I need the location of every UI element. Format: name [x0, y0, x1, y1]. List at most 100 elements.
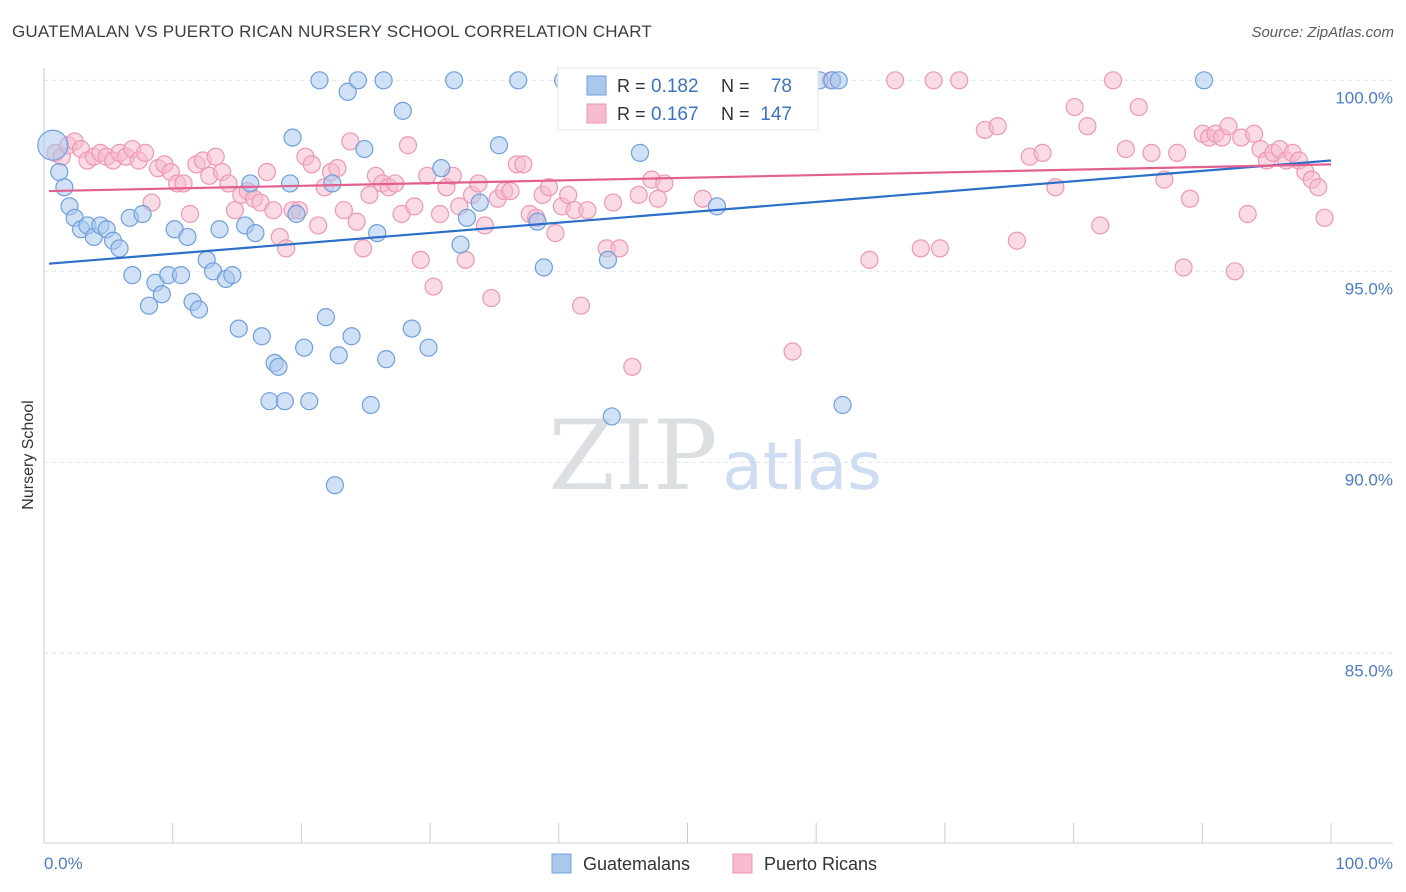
y-tick-label: 100.0%	[1335, 88, 1393, 107]
guatemalan-point	[707, 197, 727, 216]
puerto-rican-point	[482, 288, 501, 308]
puerto-rican-point	[648, 189, 668, 208]
puerto-rican-point	[559, 185, 578, 204]
guatemalan-point	[342, 327, 361, 346]
guatemalan-point	[432, 159, 451, 178]
guatemalan-point	[457, 208, 477, 227]
guatemalan-point	[445, 71, 464, 90]
puerto-rican-point	[1244, 124, 1264, 143]
puerto-rican-point	[411, 250, 430, 269]
guatemalan-point	[287, 204, 306, 224]
puerto-rican-point	[1225, 262, 1244, 281]
legend-bottom: Guatemalans Puerto Ricans	[551, 853, 877, 874]
puerto-rican-point	[1168, 143, 1187, 162]
puerto-rican-point	[501, 181, 520, 201]
guatemalan-point	[210, 220, 229, 239]
guatemalan-point	[598, 250, 618, 269]
guatemalan-point	[246, 224, 265, 243]
trend-lines	[48, 159, 1332, 265]
legend-r-label-2: R =	[617, 104, 646, 124]
puerto-rican-point	[988, 117, 1007, 136]
puerto-rican-point	[1180, 189, 1200, 208]
legend-bottom-swatch-puerto-ricans	[732, 853, 753, 874]
guatemalan-point	[300, 392, 319, 411]
puerto-rican-point	[886, 71, 905, 90]
guatemalan-point	[1194, 71, 1214, 90]
puerto-rican-point	[180, 204, 200, 224]
puerto-rican-point	[1142, 143, 1161, 162]
legend-bottom-label-guatemalans: Guatemalans	[583, 854, 690, 874]
guatemalan-point	[630, 143, 650, 162]
puerto-rican-point	[328, 159, 347, 178]
puerto-rican-point	[1091, 216, 1110, 235]
puerto-rican-point	[603, 193, 623, 212]
guatemalan-point	[310, 71, 329, 90]
puerto-rican-point	[1309, 178, 1328, 197]
guatemalan-point	[260, 392, 279, 411]
guatemalan-point	[241, 174, 260, 193]
guatemalan-point	[402, 319, 421, 338]
puerto-rican-trend-line	[48, 163, 1332, 193]
legend-bottom-swatch-guatemalans	[551, 853, 572, 874]
y-axis-label: Nursery School	[20, 400, 37, 509]
guatemalan-point	[833, 395, 852, 415]
puerto-rican-point	[475, 216, 494, 235]
guatemalan-point	[223, 266, 242, 285]
chart-source: Source: ZipAtlas.com	[1251, 24, 1394, 41]
guatemalan-point	[338, 82, 357, 101]
puerto-rican-point	[1065, 97, 1084, 117]
guatemalan-point	[269, 357, 288, 376]
puerto-rican-point	[1219, 117, 1238, 136]
guatemalan-point	[133, 204, 152, 224]
guatemalan-point	[451, 235, 470, 254]
legend-n-label-1: N =	[721, 76, 750, 96]
puerto-rican-point	[1129, 97, 1148, 117]
guatemalan-point	[393, 101, 412, 120]
guatemalan-point	[152, 285, 171, 304]
guatemalan-point	[123, 266, 142, 285]
puerto-rican-point	[341, 132, 360, 151]
guatemalan-point	[189, 300, 209, 319]
guatemalan-point	[252, 327, 271, 346]
guatemalan-point	[280, 174, 300, 193]
puerto-rican-point	[136, 143, 155, 162]
legend-swatch-guatemalans	[586, 75, 607, 96]
puerto-rican-point	[334, 201, 353, 220]
guatemalan-point	[139, 296, 159, 315]
puerto-rican-point	[418, 166, 437, 185]
guatemalan-point	[355, 139, 374, 159]
guatemalan-point	[171, 266, 191, 285]
puerto-rican-point	[206, 147, 225, 166]
guatemalan-point	[368, 224, 387, 243]
legend-top: R = 0.182 N = 78 R = 0.167 N = 147	[557, 67, 819, 131]
puerto-rican-point	[456, 250, 475, 269]
y-tick-label: 95.0%	[1345, 279, 1393, 298]
puerto-rican-point	[539, 178, 559, 197]
guatemalan-point	[470, 193, 489, 212]
puerto-rican-point	[257, 162, 277, 182]
guatemalan-point	[829, 71, 848, 90]
guatemalan-point	[489, 136, 509, 155]
guatemalan-point	[602, 407, 621, 426]
puerto-rican-point	[309, 216, 328, 235]
puerto-rican-point	[783, 342, 802, 361]
puerto-rican-point	[398, 136, 418, 155]
puerto-rican-point	[1078, 117, 1097, 136]
legend-r-label-1: R =	[617, 76, 646, 96]
watermark-zip: ZIP	[548, 400, 717, 512]
puerto-rican-point	[347, 212, 366, 231]
puerto-rican-point	[693, 189, 712, 208]
puerto-rican-point	[469, 174, 488, 193]
guatemalan-point	[229, 319, 248, 338]
legend-bottom-label-puerto-ricans: Puerto Ricans	[764, 854, 877, 874]
puerto-rican-point	[623, 357, 642, 376]
guatemalan-point	[50, 162, 69, 182]
guatemalan-point	[110, 239, 129, 258]
guatemalan-point	[323, 174, 342, 193]
legend-r-value-1: 0.182	[651, 76, 699, 97]
guatemalan-point	[178, 227, 197, 247]
puerto-rican-point	[353, 239, 373, 258]
puerto-rican-point	[405, 197, 424, 216]
puerto-rican-point	[514, 155, 533, 174]
